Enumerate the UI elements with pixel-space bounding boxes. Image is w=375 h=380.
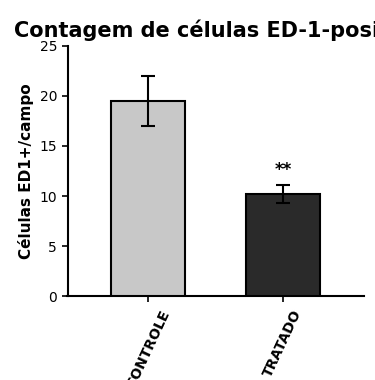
Bar	[111, 101, 185, 296]
Text: **: **	[274, 161, 292, 179]
Text: Contagem de células ED-1-positivas: Contagem de células ED-1-positivas	[14, 20, 375, 41]
Bar	[246, 194, 320, 296]
Y-axis label: Células ED1+/campo: Células ED1+/campo	[18, 83, 34, 259]
